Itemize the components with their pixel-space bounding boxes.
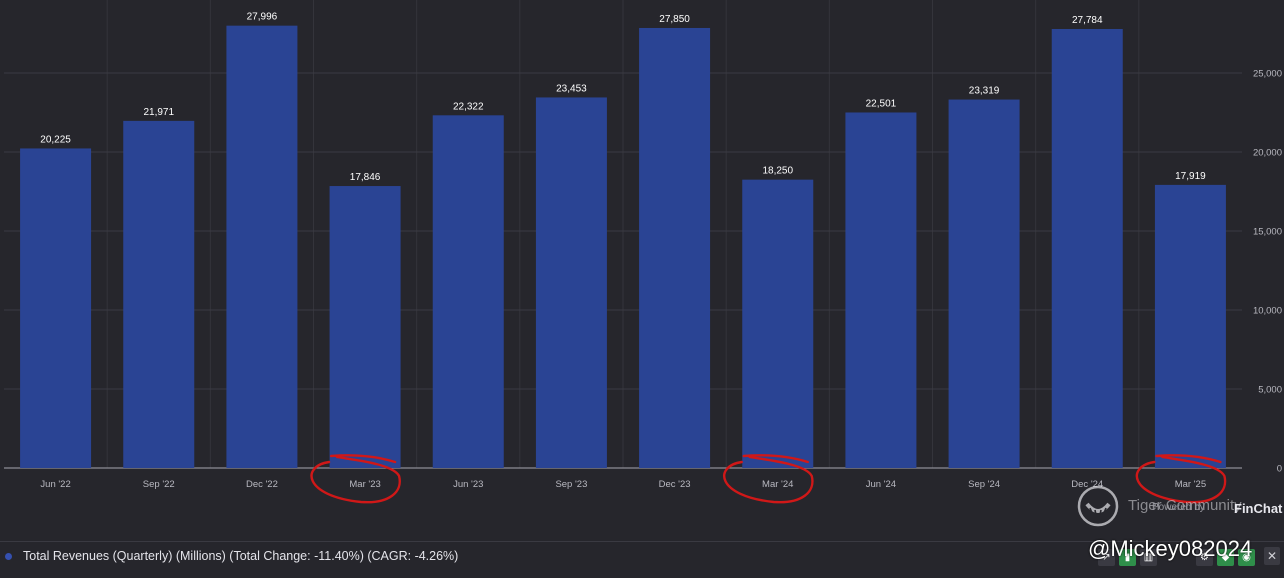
data-label: 22,322: [453, 101, 484, 112]
red-circle-annotation: [1135, 454, 1227, 504]
x-tick-label: Mar '23: [349, 479, 380, 490]
data-label: 27,784: [1072, 15, 1103, 26]
data-labels: 20,225 21,971 27,996 17,846 22,322 23,453 27,8…: [40, 12, 1206, 183]
y-tick-label: 20,000: [1253, 148, 1282, 159]
bar[interactable]: [1051, 29, 1123, 469]
data-label: 17,846: [350, 172, 381, 183]
x-tick-label: Dec '22: [246, 479, 278, 490]
x-tick-label: Jun '22: [40, 479, 70, 490]
chart-toolbar-right: ⚙ ◆ ◉: [1196, 549, 1255, 566]
eye-icon[interactable]: ◉: [1238, 549, 1255, 566]
bar[interactable]: [432, 115, 504, 468]
footer-divider: [0, 541, 1284, 542]
bar-chart-icon[interactable]: ▮: [1119, 549, 1136, 566]
x-tick-label: Jun '23: [453, 479, 483, 490]
x-tick-label: Dec '23: [659, 479, 691, 490]
legend-series-label: Total Revenues (Quarterly) (Millions) (T…: [23, 549, 459, 563]
x-tick-label: Mar '24: [762, 479, 793, 490]
tag-icon[interactable]: ◆: [1217, 549, 1234, 566]
bar[interactable]: [535, 97, 607, 468]
bar[interactable]: [123, 120, 195, 468]
bar[interactable]: [639, 27, 711, 468]
author-handle: @Mickey082024: [1088, 536, 1253, 561]
data-label: 23,319: [969, 86, 1000, 97]
tiger-community-logo-icon: [1077, 485, 1119, 527]
bar[interactable]: [226, 25, 298, 468]
x-tick-label: Sep '24: [968, 479, 1000, 490]
x-axis-ticks: Jun '22 Sep '22 Dec '22 Mar '23 Jun '23 Sep '…: [40, 479, 1206, 490]
data-label: 17,919: [1175, 171, 1206, 182]
red-circle-annotation: [310, 454, 401, 504]
settings-icon[interactable]: ⚙: [1196, 549, 1213, 566]
close-icon[interactable]: ✕: [1264, 547, 1280, 565]
x-tick-label: Mar '25: [1175, 479, 1206, 490]
trend-icon[interactable]: ↗: [1098, 549, 1115, 566]
bar[interactable]: [742, 179, 814, 468]
data-label: 23,453: [556, 83, 587, 94]
data-label: 22,501: [866, 98, 897, 109]
y-tick-label: 0: [1277, 464, 1282, 475]
x-tick-label: Sep '22: [143, 479, 175, 490]
y-axis-ticks: 0 5,000 10,000 15,000 20,000 25,000: [1253, 69, 1282, 475]
bar[interactable]: [1154, 184, 1226, 468]
bar[interactable]: [845, 112, 917, 469]
x-tick-label: Dec '24: [1071, 479, 1103, 490]
y-tick-label: 15,000: [1253, 227, 1282, 238]
bar[interactable]: [329, 186, 401, 468]
data-label: 21,971: [143, 107, 174, 118]
watermark-text: Tiger Community: [1128, 497, 1242, 514]
column-chart-icon[interactable]: ▥: [1140, 549, 1157, 566]
data-label: 20,225: [40, 134, 71, 145]
bar[interactable]: [948, 99, 1020, 468]
data-label: 18,250: [762, 166, 793, 177]
legend[interactable]: Total Revenues (Quarterly) (Millions) (T…: [5, 549, 458, 563]
data-label: 27,996: [247, 12, 278, 23]
y-tick-label: 5,000: [1258, 385, 1282, 396]
bar[interactable]: [20, 148, 92, 468]
powered-by-label: Powered by: [1152, 502, 1205, 513]
red-circle-annotation: [723, 454, 814, 504]
data-label: 27,850: [659, 14, 690, 25]
y-tick-label: 25,000: [1253, 69, 1282, 80]
y-tick-label: 10,000: [1253, 306, 1282, 317]
x-tick-label: Sep '23: [555, 479, 587, 490]
finchat-brand[interactable]: FinChat: [1234, 501, 1283, 516]
revenue-bar-chart: 20,225 21,971 27,996 17,846 22,322 23,453 27,8…: [4, 0, 1282, 504]
chart-toolbar: ↗ ▮ ▥: [1098, 549, 1157, 566]
legend-dot-icon: [5, 552, 12, 560]
x-tick-label: Jun '24: [866, 479, 896, 490]
grid-lines: [4, 0, 1242, 469]
red-circle-annotations: [310, 454, 1227, 504]
bars: [20, 25, 1226, 469]
